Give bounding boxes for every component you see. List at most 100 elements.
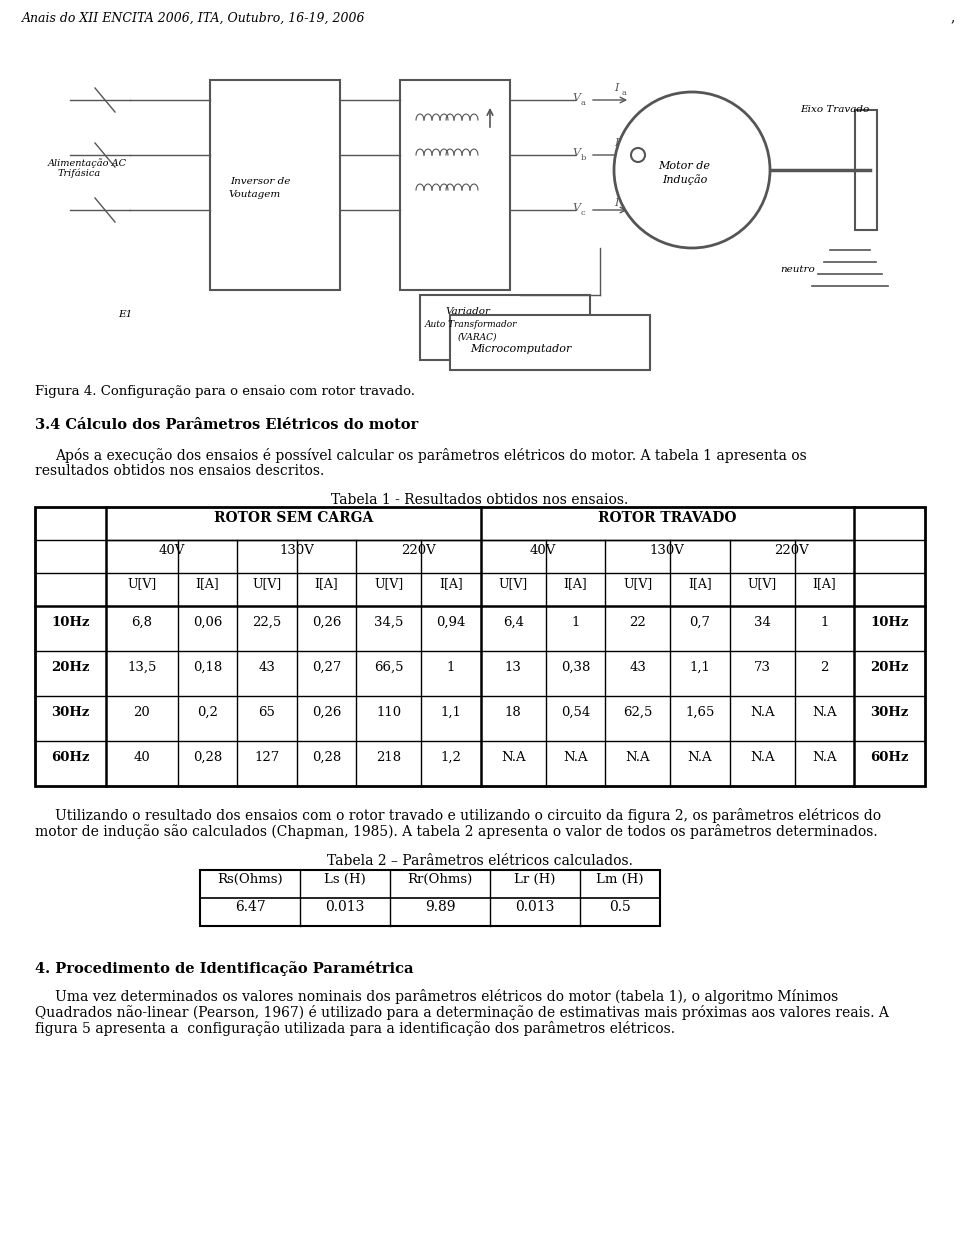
Text: Rr(Ohms): Rr(Ohms): [407, 872, 472, 886]
Text: N.A: N.A: [687, 752, 712, 764]
Text: E1: E1: [118, 310, 132, 320]
Text: 20Hz: 20Hz: [51, 661, 89, 674]
Text: I[A]: I[A]: [196, 578, 220, 590]
Text: V: V: [572, 204, 580, 213]
Text: Voutagem: Voutagem: [228, 190, 280, 199]
Text: 0,38: 0,38: [561, 661, 590, 674]
Text: 130V: 130V: [650, 544, 684, 557]
Text: Quadrados não-linear (Pearson, 1967) é utilizado para a determinação de estimati: Quadrados não-linear (Pearson, 1967) é u…: [35, 1004, 889, 1021]
Text: 1,65: 1,65: [685, 706, 714, 719]
Text: 60Hz: 60Hz: [51, 752, 89, 764]
Text: 43: 43: [258, 661, 276, 674]
Text: I: I: [614, 83, 618, 93]
Bar: [35, 507, 925, 786]
Text: Após a execução dos ensaios é possível calcular os parâmetros elétricos do motor: Após a execução dos ensaios é possível c…: [55, 448, 806, 463]
Text: 9.89: 9.89: [424, 900, 455, 914]
Text: 43: 43: [629, 661, 646, 674]
Text: N.A: N.A: [750, 706, 775, 719]
Text: Lr (H): Lr (H): [515, 872, 556, 886]
Text: N.A: N.A: [750, 752, 775, 764]
Text: Lm (H): Lm (H): [596, 872, 644, 886]
Text: 0,26: 0,26: [312, 616, 341, 629]
Text: a: a: [581, 99, 586, 107]
Text: Eixo Travado: Eixo Travado: [800, 105, 869, 114]
Text: Anais do XII ENCITA 2006, ITA, Outubro, 16-19, 2006: Anais do XII ENCITA 2006, ITA, Outubro, …: [22, 12, 366, 25]
Text: 10Hz: 10Hz: [871, 616, 909, 629]
Text: a: a: [622, 89, 627, 97]
Text: figura 5 apresenta a  configuração utilizada para a identificação dos parâmetros: figura 5 apresenta a configuração utiliz…: [35, 1021, 675, 1037]
Text: b: b: [581, 154, 587, 162]
Text: Figura 4. Configuração para o ensaio com rotor travado.: Figura 4. Configuração para o ensaio com…: [35, 385, 415, 399]
Text: Indução: Indução: [662, 174, 708, 185]
Text: 13,5: 13,5: [127, 661, 156, 674]
Bar: [200, 870, 660, 926]
Text: 110: 110: [376, 706, 401, 719]
Text: 0,26: 0,26: [312, 706, 341, 719]
Text: 4. Procedimento de Identificação Paramétrica: 4. Procedimento de Identificação Paramét…: [35, 961, 414, 976]
Text: 220V: 220V: [775, 544, 809, 557]
Circle shape: [614, 93, 770, 248]
Text: 30Hz: 30Hz: [871, 706, 909, 719]
Text: ,: ,: [950, 10, 955, 23]
Text: 130V: 130V: [279, 544, 314, 557]
Text: Tabela 2 – Parâmetros elétricos calculados.: Tabela 2 – Parâmetros elétricos calculad…: [327, 854, 633, 868]
Text: (VARAC): (VARAC): [458, 333, 497, 342]
Text: U[V]: U[V]: [252, 578, 281, 590]
Text: resultados obtidos nos ensaios descritos.: resultados obtidos nos ensaios descritos…: [35, 464, 324, 478]
Text: 0.013: 0.013: [325, 900, 365, 914]
Text: N.A: N.A: [501, 752, 525, 764]
Bar: [210, 80, 340, 290]
Text: 0,18: 0,18: [193, 661, 222, 674]
Text: 1,1: 1,1: [441, 706, 462, 719]
Text: motor de indução são calculados (Chapman, 1985). A tabela 2 apresenta o valor de: motor de indução são calculados (Chapman…: [35, 824, 877, 839]
Text: I[A]: I[A]: [315, 578, 338, 590]
Text: 22: 22: [630, 616, 646, 629]
Text: 65: 65: [258, 706, 276, 719]
Text: U[V]: U[V]: [374, 578, 403, 590]
Text: Motor de: Motor de: [658, 160, 710, 172]
Text: 13: 13: [505, 661, 521, 674]
Text: 0,54: 0,54: [561, 706, 590, 719]
Text: 0,94: 0,94: [436, 616, 466, 629]
Text: 220V: 220V: [401, 544, 436, 557]
Text: N.A: N.A: [625, 752, 650, 764]
Text: 127: 127: [254, 752, 279, 764]
Text: 66,5: 66,5: [373, 661, 403, 674]
Text: 73: 73: [754, 661, 771, 674]
Text: 34: 34: [754, 616, 771, 629]
Text: Trifásica: Trifásica: [58, 169, 101, 179]
Text: I: I: [614, 138, 618, 148]
Text: I: I: [614, 197, 618, 209]
Text: 20Hz: 20Hz: [871, 661, 909, 674]
Text: U[V]: U[V]: [623, 578, 652, 590]
Text: 10Hz: 10Hz: [51, 616, 89, 629]
Bar: [855, 110, 877, 230]
Text: Auto Transformador: Auto Transformador: [425, 320, 517, 329]
Text: 2: 2: [820, 661, 828, 674]
Text: Utilizando o resultado dos ensaios com o rotor travado e utilizando o circuito d: Utilizando o resultado dos ensaios com o…: [55, 808, 881, 823]
Text: 60Hz: 60Hz: [871, 752, 909, 764]
Text: V: V: [572, 93, 580, 102]
Text: N.A: N.A: [812, 752, 837, 764]
Text: 6,8: 6,8: [132, 616, 153, 629]
Text: 40: 40: [133, 752, 150, 764]
Text: N.A: N.A: [812, 706, 837, 719]
Text: U[V]: U[V]: [498, 578, 528, 590]
Text: c: c: [622, 204, 627, 212]
Text: 218: 218: [376, 752, 401, 764]
Text: b: b: [622, 144, 628, 152]
Text: 6.47: 6.47: [234, 900, 265, 914]
Bar: [35, 507, 925, 786]
Text: U[V]: U[V]: [748, 578, 777, 590]
Text: 22,5: 22,5: [252, 616, 281, 629]
Text: 0,2: 0,2: [197, 706, 218, 719]
Text: 30Hz: 30Hz: [51, 706, 89, 719]
Text: Microcomputador: Microcomputador: [470, 344, 571, 354]
Text: Rs(Ohms): Rs(Ohms): [217, 872, 283, 886]
Text: Inversor de: Inversor de: [230, 176, 290, 186]
Text: 1: 1: [820, 616, 828, 629]
Text: 18: 18: [505, 706, 521, 719]
Text: 0,28: 0,28: [193, 752, 222, 764]
Text: ROTOR SEM CARGA: ROTOR SEM CARGA: [213, 511, 372, 524]
Text: 0.5: 0.5: [610, 900, 631, 914]
